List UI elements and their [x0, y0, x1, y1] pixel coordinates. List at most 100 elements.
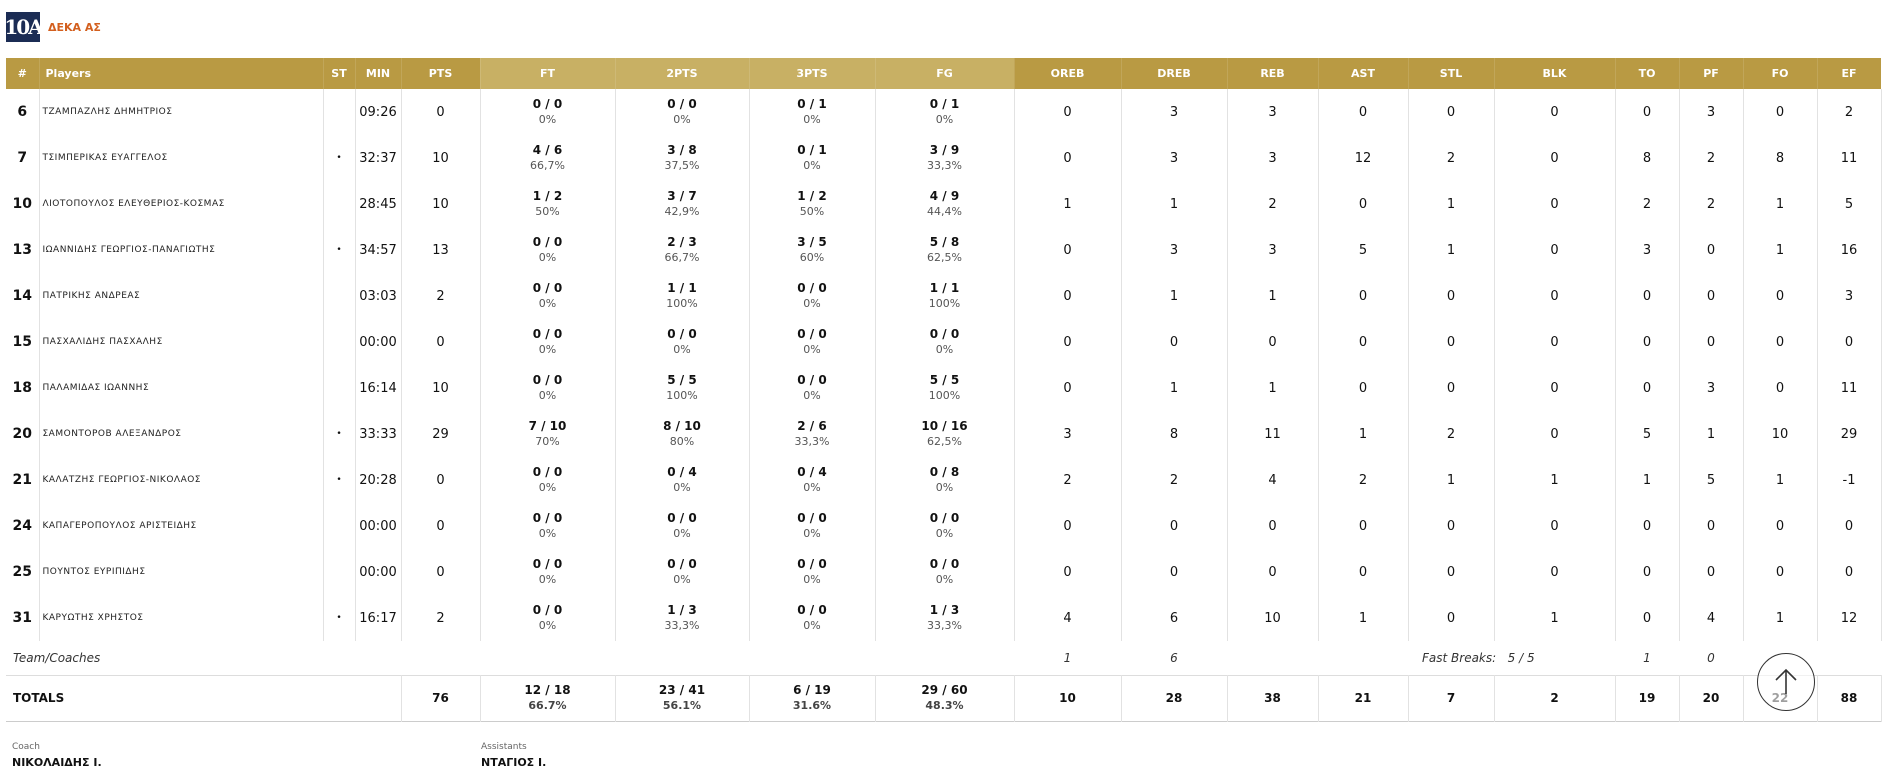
player-name[interactable]: ΠΑΤΡΙΚΗΣ ΑΝΔΡΕΑΣ [39, 273, 324, 319]
totals-3pts: 6 / 19 31.6% [749, 675, 876, 721]
assistants-block: Assistants ΝΤΑΓΙΟΣ Ι. [481, 742, 546, 769]
player-ast: 1 [1318, 595, 1409, 641]
coach-name: ΝΙΚΟΛΑΙΔΗΣ Ι. [12, 756, 102, 769]
player-name[interactable]: ΙΩΑΝΝΙΔΗΣ ΓΕΩΡΓΙΟΣ-ΠΑΝΑΓΙΩΤΗΣ [39, 227, 324, 273]
player-2pts-made: 1 / 3 [667, 603, 697, 617]
player-ft-made: 0 / 0 [532, 603, 563, 617]
player-ft-made: 0 / 0 [532, 511, 563, 525]
player-ef: 0 [1817, 549, 1882, 595]
player-pts: 2 [401, 273, 481, 319]
player-stl: 1 [1408, 227, 1495, 273]
totals-2pts-made: 23 / 41 [658, 683, 706, 697]
col-header-players: Players [39, 58, 324, 89]
player-3pts-made: 3 / 5 [797, 235, 827, 249]
player-blk: 0 [1494, 181, 1616, 227]
player-2pts: 3 / 8 37,5% [615, 135, 750, 181]
player-pf: 3 [1679, 89, 1744, 135]
player-name[interactable]: ΤΣΙΜΠΕΡΙΚΑΣ ΕΥΑΓΓΕΛΟΣ [39, 135, 324, 181]
player-minutes: 32:37 [355, 135, 402, 181]
player-2pts: 0 / 0 0% [615, 89, 750, 135]
player-number: 14 [6, 273, 40, 319]
player-2pts-made: 0 / 0 [667, 557, 697, 571]
player-pts: 29 [401, 411, 481, 457]
player-number: 15 [6, 319, 40, 365]
player-pf: 1 [1679, 411, 1744, 457]
player-3pts-pct: 0% [803, 527, 821, 540]
player-name[interactable]: ΚΑΡΥΩΤΗΣ ΧΡΗΣΤΟΣ [39, 595, 324, 641]
player-ft: 0 / 0 0% [480, 457, 616, 503]
team-name[interactable]: ΔΕΚΑ ΑΣ [48, 20, 101, 34]
player-reb: 1 [1227, 273, 1319, 319]
player-name[interactable]: ΚΑΛΑΤΖΗΣ ΓΕΩΡΓΙΟΣ-ΝΙΚΟΛΑΟΣ [39, 457, 324, 503]
totals-fg-made: 29 / 60 [921, 683, 968, 697]
player-fo: 0 [1743, 89, 1818, 135]
player-3pts: 0 / 1 0% [749, 89, 876, 135]
table-row: 13 ΙΩΑΝΝΙΔΗΣ ΓΕΩΡΓΙΟΣ-ΠΑΝΑΓΙΩΤΗΣ • 34:57 13 0… [6, 227, 1882, 273]
player-2pts-pct: 37,5% [664, 159, 700, 172]
player-ft-made: 0 / 0 [532, 97, 563, 111]
player-3pts-made: 0 / 1 [797, 97, 827, 111]
table-header-row: # Players ST MIN PTS FT 2PTS 3PTS FG ORE… [6, 58, 1882, 89]
totals-ft: 12 / 18 66.7% [480, 675, 616, 721]
table-row: 7 ΤΣΙΜΠΕΡΙΚΑΣ ΕΥΑΓΓΕΛΟΣ • 32:37 10 4 / 6 66,7%… [6, 135, 1882, 181]
player-name[interactable]: ΠΑΣΧΑΛΙΔΗΣ ΠΑΣΧΑΛΗΣ [39, 319, 324, 365]
player-2pts: 0 / 0 0% [615, 319, 750, 365]
player-3pts-made: 0 / 0 [797, 603, 827, 617]
player-ft-made: 0 / 0 [532, 373, 563, 387]
player-to: 0 [1615, 319, 1680, 365]
player-ast: 0 [1318, 503, 1409, 549]
player-stl: 0 [1408, 89, 1495, 135]
player-number: 7 [6, 135, 40, 181]
player-ft-pct: 0% [538, 573, 557, 586]
player-pts: 13 [401, 227, 481, 273]
totals-ft-pct: 66.7% [528, 699, 567, 712]
table-row: 18 ΠΑΛΑΜΙΔΑΣ ΙΩΑΝΝΗΣ 16:14 10 0 / 0 0% 5 / 5 10… [6, 365, 1882, 411]
player-pts: 10 [401, 181, 481, 227]
player-reb: 3 [1227, 227, 1319, 273]
player-ft: 0 / 0 0% [480, 595, 616, 641]
player-minutes: 20:28 [355, 457, 402, 503]
player-3pts-pct: 0% [803, 481, 821, 494]
player-name[interactable]: ΤΖΑΜΠΑΖΛΗΣ ΔΗΜΗΤΡΙΟΣ [39, 89, 324, 135]
player-fg-made: 5 / 8 [929, 235, 960, 249]
player-3pts: 0 / 0 0% [749, 503, 876, 549]
scroll-to-top-button[interactable] [1757, 653, 1815, 711]
totals-reb: 38 [1227, 675, 1319, 721]
totals-ft-made: 12 / 18 [524, 683, 571, 697]
box-score-table: # Players ST MIN PTS FT 2PTS 3PTS FG ORE… [6, 58, 1882, 722]
player-name[interactable]: ΛΙΟΤΟΠΟΥΛΟΣ ΕΛΕΥΘΕΡΙΟΣ-ΚΟΣΜΑΣ [39, 181, 324, 227]
player-fg: 0 / 0 0% [875, 503, 1015, 549]
col-header-blk: BLK [1494, 58, 1616, 89]
player-blk: 0 [1494, 135, 1616, 181]
player-ft-pct: 50% [535, 205, 560, 218]
starter-marker [323, 319, 356, 365]
player-fo: 1 [1743, 227, 1818, 273]
player-name[interactable]: ΠΑΛΑΜΙΔΑΣ ΙΩΑΝΝΗΣ [39, 365, 324, 411]
player-to: 0 [1615, 89, 1680, 135]
team-logo: 10A [4, 12, 44, 42]
player-name[interactable]: ΠΟΥΝΤΟΣ ΕΥΡΙΠΙΔΗΣ [39, 549, 324, 595]
player-2pts-made: 3 / 7 [667, 189, 697, 203]
col-header-fg: FG [875, 58, 1015, 89]
player-ast: 0 [1318, 181, 1409, 227]
player-to: 0 [1615, 503, 1680, 549]
player-fg-pct: 33,3% [927, 619, 962, 632]
player-3pts: 0 / 0 0% [749, 319, 876, 365]
player-2pts-made: 0 / 4 [667, 465, 697, 479]
player-dreb: 8 [1121, 411, 1228, 457]
player-2pts: 1 / 1 100% [615, 273, 750, 319]
player-fo: 0 [1743, 319, 1818, 365]
player-ef: 5 [1817, 181, 1882, 227]
col-header-oreb: OREB [1014, 58, 1122, 89]
player-name[interactable]: ΣΑΜΟΝΤΟΡΟΒ ΑΛΕΞΑΝΔΡΟΣ [39, 411, 324, 457]
player-ft-pct: 0% [538, 389, 557, 402]
player-name[interactable]: ΚΑΠΑΓΕΡΟΠΟΥΛΟΣ ΑΡΙΣΤΕΙΔΗΣ [39, 503, 324, 549]
player-fg: 4 / 9 44,4% [875, 181, 1015, 227]
player-ast: 0 [1318, 89, 1409, 135]
totals-dreb: 28 [1121, 675, 1228, 721]
starter-marker: • [323, 227, 356, 273]
player-pf: 2 [1679, 135, 1744, 181]
player-ef: 3 [1817, 273, 1882, 319]
player-ft: 0 / 0 0% [480, 273, 616, 319]
